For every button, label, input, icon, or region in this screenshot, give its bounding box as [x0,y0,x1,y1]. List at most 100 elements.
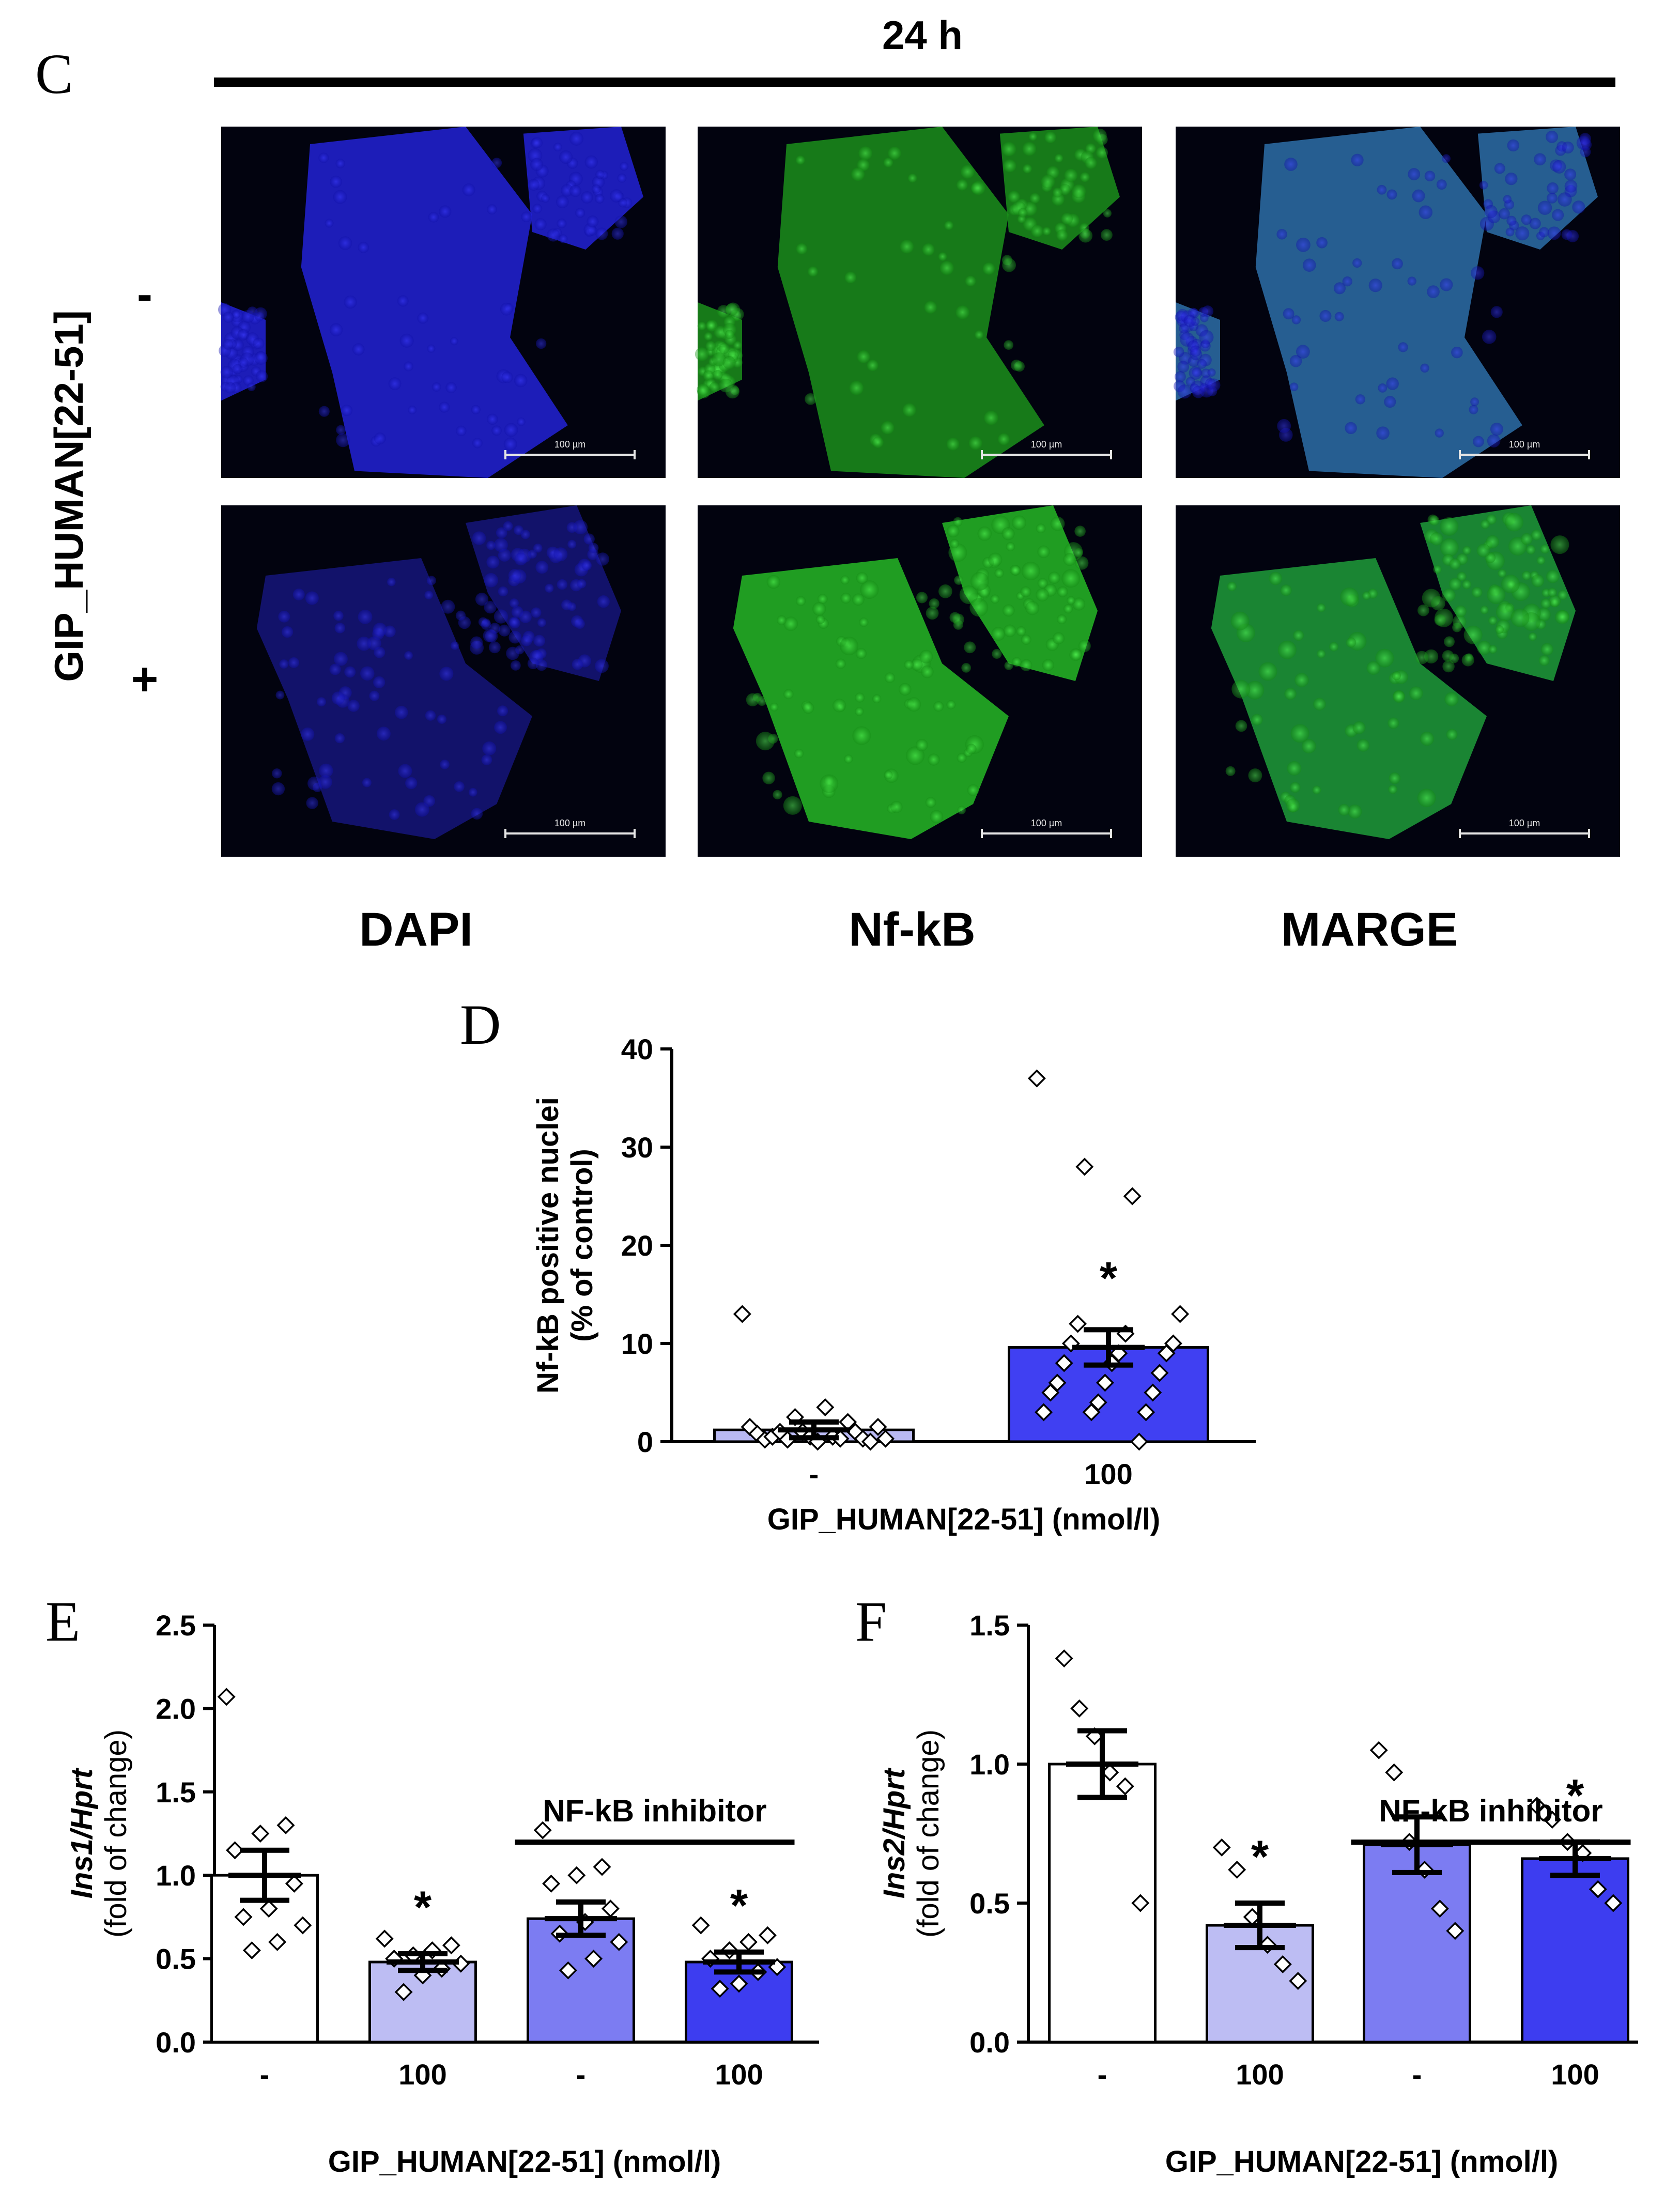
data-point [1075,1157,1094,1176]
bar [1363,1843,1471,2044]
panel-c-letter: C [35,42,73,105]
micrograph-dapi-minus: 100 µm [218,127,666,478]
data-point [739,1933,758,1951]
data-point [593,1858,611,1876]
data-point [1289,1972,1307,1990]
data-point [1069,1315,1087,1333]
data-point [1131,1894,1150,1912]
data-point [730,1974,748,1993]
data-point [1116,1777,1134,1796]
bar [1521,1857,1629,2044]
scale-bar-label: 100 µm [554,439,585,450]
col-label-marge: MARGE [1281,903,1458,956]
panel-letter: F [855,1590,887,1653]
data-point [1041,1383,1060,1402]
data-point [1070,1699,1089,1718]
y-tick-label: 20 [621,1229,653,1262]
data-point [242,1941,261,1959]
y-tick-label: 10 [621,1327,653,1360]
chart-f: F 0.0 0.5 1.0 1.5 Ins2/Hprt (fold of change) - *… [855,1590,1638,2178]
data-point [1055,1649,1073,1668]
y-tick-label: 1.5 [969,1609,1010,1642]
scale-bar-label: 100 µm [1509,439,1540,450]
y-axis-label-units: (fold of change) [99,1729,133,1938]
data-point [1144,1383,1162,1402]
y-tick-label: 0 [637,1426,653,1458]
y-axis-label: Nf-kB positive nuclei [531,1097,565,1394]
data-point [1369,1741,1388,1759]
row-minus-label: - [137,269,152,320]
x-tick-label: 100 [398,2058,446,2091]
bar [210,1874,319,2044]
data-point [1273,1955,1292,1973]
x-tick-label: 100 [1084,1458,1132,1490]
data-point [1096,1373,1114,1392]
data-point [1130,1432,1148,1451]
data-point [276,1816,295,1834]
row-plus-label: + [131,654,159,705]
data-point [234,1908,253,1926]
micrograph-nfkb-plus: 100 µm [698,505,1142,857]
data-point [542,1874,561,1893]
x-axis-label: GIP_HUMAN[22-51] (nmol/l) [1165,2145,1559,2178]
y-axis-label: Ins1/Hprt [65,1767,99,1898]
significance-mark: * [414,1881,432,1933]
significance-mark: * [1100,1252,1118,1303]
panel-letter: E [45,1590,80,1653]
significance-mark: * [1566,1770,1584,1821]
micrograph-nfkb-minus: 100 µm [695,127,1142,478]
micrograph-dapi-plus: 100 µm [221,505,666,857]
y-tick-label: 30 [621,1131,653,1164]
data-point [1171,1305,1190,1323]
row-factor-label: GIP_HUMAN[22-51] [46,310,91,682]
micrograph-grid: 100 µm 100 µm 100 µm 100 µm 100 µm 100 µm [218,127,1620,857]
y-tick-label: 2.5 [156,1609,196,1642]
significance-mark: * [730,1880,748,1931]
data-point [1157,1344,1176,1363]
data-point [1055,1354,1073,1372]
data-point [1035,1403,1053,1422]
data-point [533,1821,552,1840]
data-point [1150,1364,1169,1382]
data-point [217,1688,236,1706]
data-point [1385,1763,1404,1782]
data-point [816,1398,835,1416]
significance-mark: * [1251,1831,1269,1882]
x-tick-label: 100 [715,2058,763,2091]
data-point [1430,1899,1449,1918]
x-tick-label: - [576,2058,586,2091]
y-tick-label: 0.0 [969,2026,1010,2059]
panel-letter: D [460,993,501,1056]
data-point [610,1933,628,1951]
y-tick-label: 0.5 [969,1887,1010,1920]
data-point [259,1899,278,1918]
x-tick-label: - [1412,2058,1422,2091]
data-point [1446,1922,1465,1940]
y-axis-label: Ins2/Hprt [877,1767,911,1898]
data-point [584,1950,603,1968]
data-point [268,1933,287,1951]
data-point [1027,1069,1046,1088]
scale-bar-label: 100 µm [1031,818,1062,828]
data-point [1604,1894,1623,1912]
data-point [442,1936,460,1955]
y-tick-label: 40 [621,1033,653,1065]
y-axis-label-units: (% of control) [565,1149,599,1342]
micrograph-merge-minus: 100 µm [1173,127,1620,478]
data-point [1082,1403,1101,1422]
data-point [394,1983,413,2001]
y-tick-label: 1.0 [156,1859,196,1892]
chart-e: E 0.0 0.5 1.0 1.5 2.0 2.5 Ins1/Hprt (fold of cha… [45,1590,819,2178]
y-tick-label: 1.5 [156,1776,196,1809]
scale-bar-label: 100 µm [1031,439,1062,450]
panel-c: C 24 h GIP_HUMAN[22-51] - + 100 µm 100 µm… [35,12,1620,956]
data-point [861,1432,880,1451]
y-tick-label: 0.0 [156,2026,196,2059]
data-point [1543,1811,1562,1829]
inhibitor-label: NF-kB inhibitor [543,1794,766,1828]
time-bar [214,78,1615,87]
data-point [711,1980,729,1998]
x-tick-label: 100 [1551,2058,1599,2091]
y-axis-label-units: (fold of change) [912,1729,945,1938]
